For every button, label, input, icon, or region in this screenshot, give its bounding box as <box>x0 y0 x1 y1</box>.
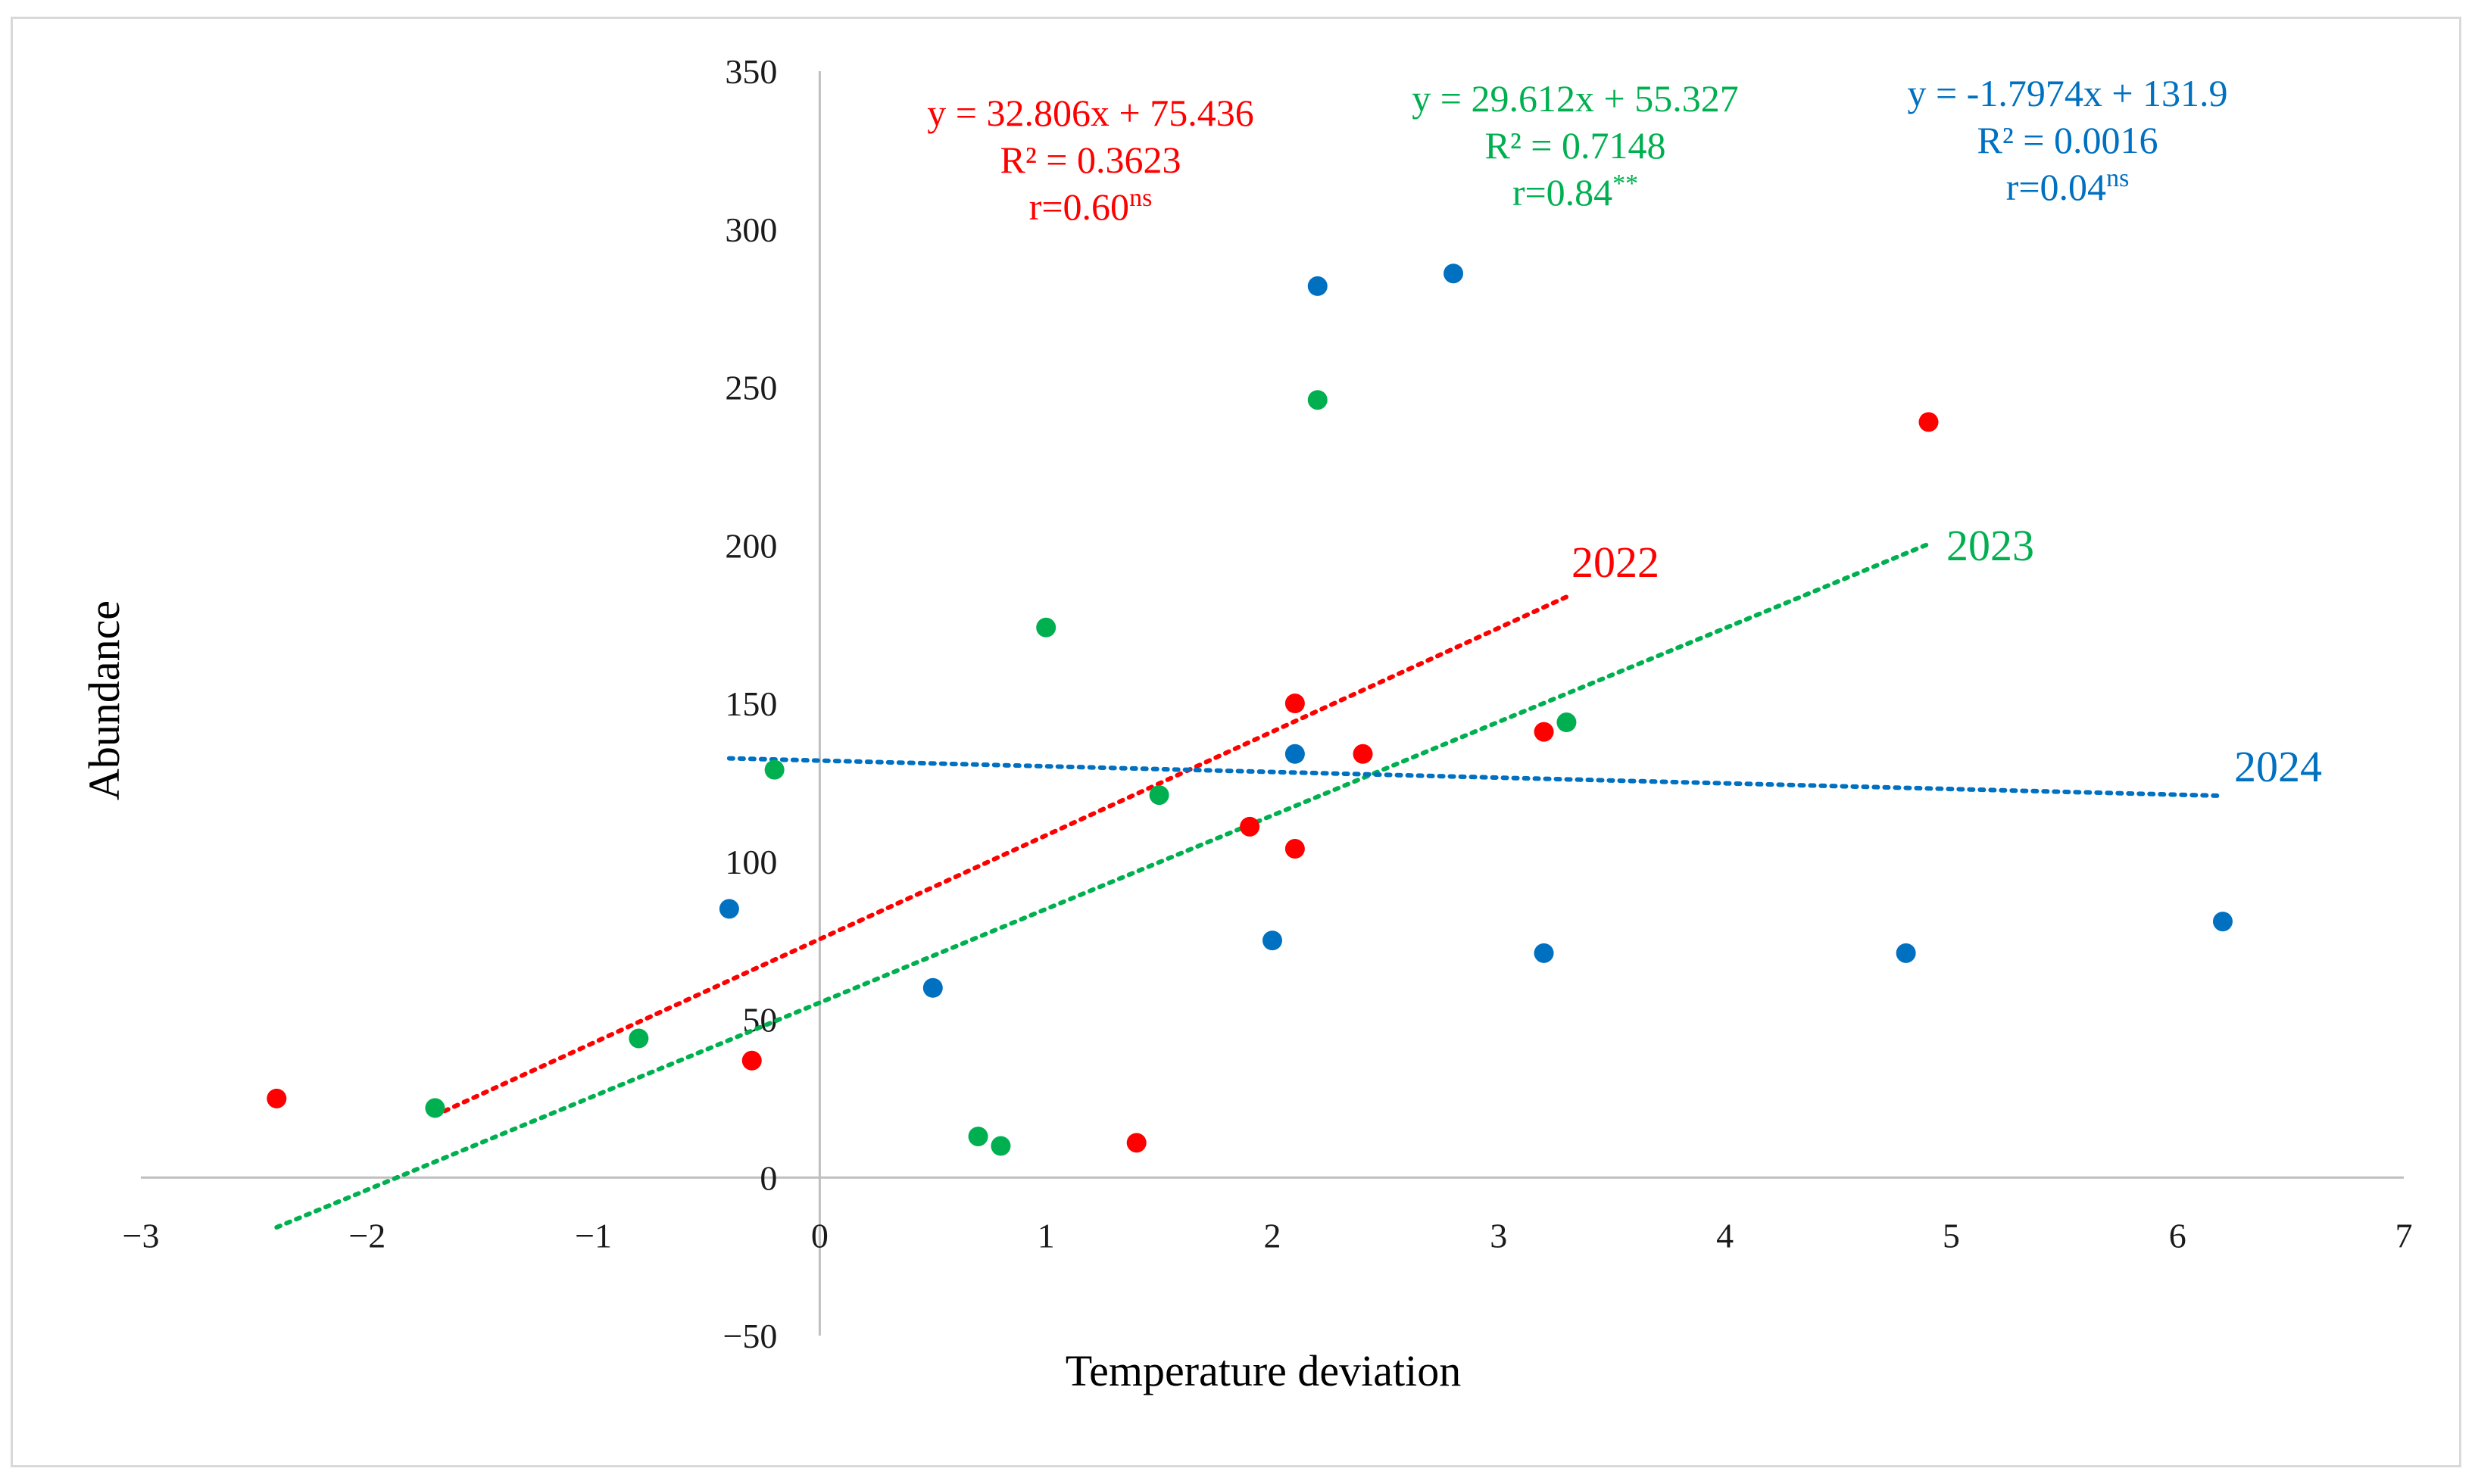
point-2024 <box>2212 912 2233 932</box>
point-2022 <box>267 1088 287 1108</box>
x-tick-label: 0 <box>811 1216 829 1255</box>
point-2023 <box>629 1028 649 1049</box>
point-2024 <box>1307 276 1328 296</box>
r-significance: ** <box>1612 170 1638 198</box>
r-significance: ns <box>2106 164 2129 192</box>
series-label-2023: 2023 <box>1946 521 2034 570</box>
data-points <box>267 263 2233 1156</box>
x-tick-label: 7 <box>2395 1216 2413 1255</box>
y-tick-label: 100 <box>725 843 777 881</box>
point-2023 <box>1149 785 1169 806</box>
r-value-2024: r=0.04ns <box>2006 164 2130 208</box>
x-tick-label: 4 <box>1716 1216 1734 1255</box>
equation-line-2022: R² = 0.3623 <box>1000 139 1181 181</box>
point-2022 <box>1353 744 1373 764</box>
point-2022 <box>741 1050 762 1071</box>
r-value-text: r=0.84 <box>1512 171 1612 214</box>
point-2023 <box>968 1126 988 1146</box>
y-tick-label: 300 <box>725 210 777 249</box>
point-2023 <box>1556 712 1577 733</box>
y-tick-label: −50 <box>723 1317 777 1355</box>
point-2022 <box>1284 694 1305 713</box>
chart-frame <box>11 17 2461 1467</box>
x-tick-label: 5 <box>1943 1216 1960 1255</box>
trendline-2024 <box>726 756 2225 799</box>
point-2024 <box>1443 263 1464 284</box>
x-tick-label: −1 <box>575 1216 612 1255</box>
point-2022 <box>1918 412 1939 432</box>
point-2022 <box>1284 839 1305 859</box>
trendline-2022 <box>432 594 1569 1118</box>
axes <box>141 71 2404 1336</box>
point-2024 <box>1896 943 1916 963</box>
equation-line-2024: y = -1.7974x + 131.9 <box>1907 72 2227 114</box>
equation-line-2023: R² = 0.7148 <box>1484 124 1665 167</box>
point-2022 <box>1534 722 1554 742</box>
x-tick-label: 2 <box>1264 1216 1281 1255</box>
point-2023 <box>764 759 785 780</box>
point-2022 <box>1126 1133 1147 1153</box>
r-value-2022: r=0.60ns <box>1029 184 1153 228</box>
trendlines <box>274 541 2225 1230</box>
equation-line-2023: y = 29.612x + 55.327 <box>1412 77 1738 120</box>
y-tick-label: 0 <box>760 1158 777 1197</box>
x-tick-label: −2 <box>348 1216 385 1255</box>
series-label-2022: 2022 <box>1571 538 1659 587</box>
point-2023 <box>991 1136 1011 1156</box>
r-value-2023: r=0.84** <box>1512 170 1638 214</box>
x-tick-label: −3 <box>123 1216 160 1255</box>
y-tick-label: 200 <box>725 526 777 565</box>
point-2023 <box>1307 390 1328 410</box>
y-axis-title: Abundance <box>80 600 129 800</box>
point-2023 <box>1036 617 1056 638</box>
series-label-2024: 2024 <box>2234 742 2322 791</box>
point-2024 <box>922 977 943 998</box>
point-2022 <box>1240 816 1260 837</box>
equation-line-2024: R² = 0.0016 <box>1977 119 2158 161</box>
point-2024 <box>1284 744 1305 764</box>
point-2024 <box>1534 943 1554 963</box>
y-tick-label: 350 <box>725 52 777 91</box>
x-axis-title: Temperature deviation <box>1066 1346 1462 1395</box>
y-tick-label: 150 <box>725 684 777 723</box>
equation-line-2022: y = 32.806x + 75.436 <box>927 92 1253 134</box>
trendline-2023 <box>274 541 1931 1230</box>
x-tick-label: 1 <box>1038 1216 1055 1255</box>
x-tick-label: 6 <box>2169 1216 2186 1255</box>
point-2023 <box>425 1098 445 1118</box>
r-value-text: r=0.04 <box>2006 166 2106 208</box>
r-value-text: r=0.60 <box>1029 186 1129 228</box>
point-2024 <box>1262 931 1282 951</box>
y-tick-label: 250 <box>725 369 777 407</box>
x-tick-label: 3 <box>1490 1216 1507 1255</box>
r-significance: ns <box>1129 184 1152 212</box>
point-2024 <box>719 899 739 919</box>
